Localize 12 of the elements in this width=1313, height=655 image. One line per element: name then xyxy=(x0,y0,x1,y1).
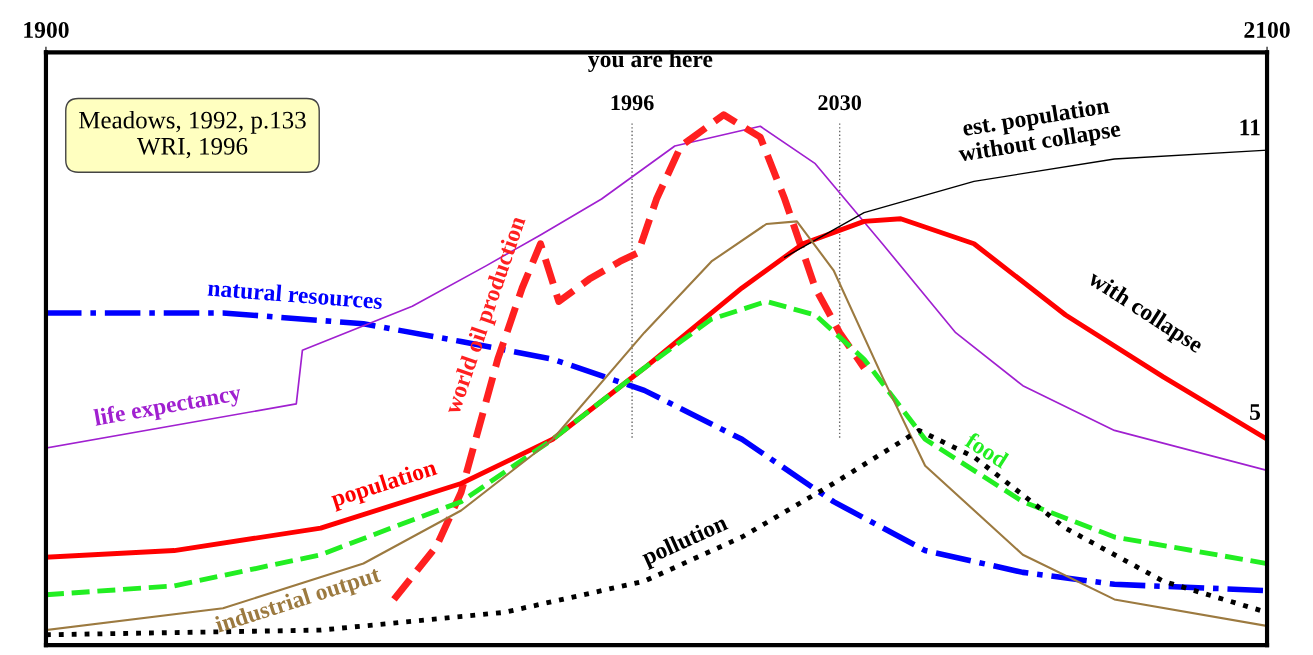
x-tick-label: 1900 xyxy=(24,21,69,38)
x-tick-label: 2100 xyxy=(1244,21,1290,38)
text: life expectancy xyxy=(93,383,243,431)
ref-line-label: 1996 xyxy=(611,95,654,111)
ref-line-label: 2030 xyxy=(818,95,862,111)
text: est. population without collapse xyxy=(957,96,1122,167)
text: you are here xyxy=(588,50,713,73)
annotation: Meadows, 1992, p.133 WRI, 1996 xyxy=(78,110,306,159)
annotation: 5 xyxy=(1250,404,1261,420)
text: food xyxy=(963,430,1011,469)
series-label: natural resources xyxy=(207,279,383,310)
annotation: 11 xyxy=(1240,119,1260,136)
